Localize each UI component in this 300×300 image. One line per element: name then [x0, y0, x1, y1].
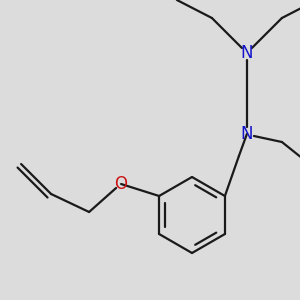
Text: O: O [115, 175, 128, 193]
Text: N: N [241, 125, 253, 143]
Text: N: N [241, 44, 253, 62]
